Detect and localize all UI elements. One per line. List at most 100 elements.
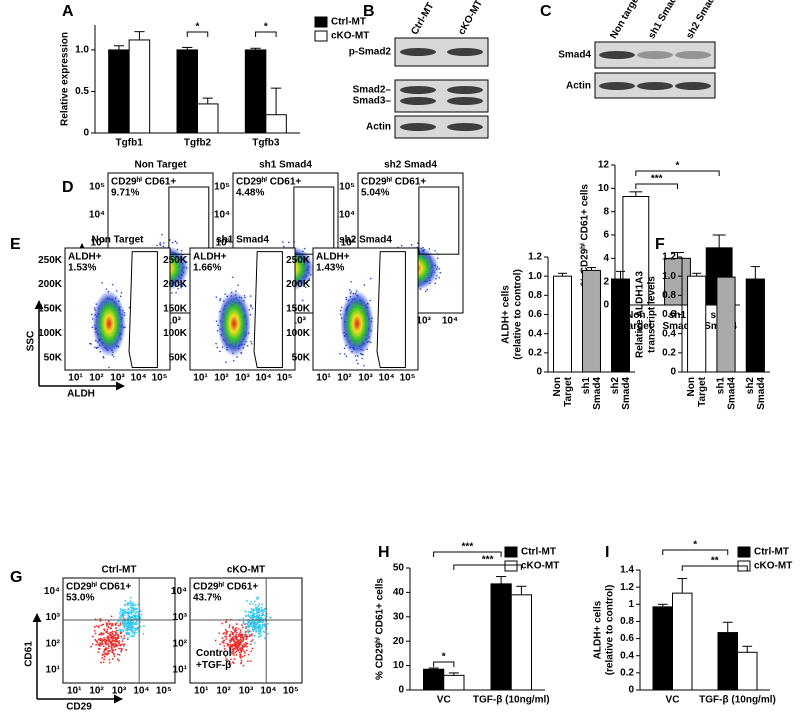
flow-dot <box>245 641 247 644</box>
y-tick-label: 1.2 <box>662 252 676 263</box>
bar <box>687 275 707 373</box>
flow-title: Non Target <box>91 235 144 246</box>
y-tick-label: 0.5 <box>75 86 89 97</box>
flow-dot <box>123 604 126 607</box>
flow-dot <box>221 622 224 625</box>
flow-dot <box>122 630 125 632</box>
flow-dot <box>361 357 363 360</box>
flow-dot <box>101 639 104 642</box>
flow-dot <box>120 635 123 638</box>
flow-dot <box>228 644 230 646</box>
flow-dot <box>249 660 252 662</box>
flow-dot <box>250 625 253 627</box>
flow-dot <box>263 623 266 626</box>
flow-dot <box>224 659 227 662</box>
flow-dot <box>221 637 224 639</box>
flow-dot <box>251 647 254 650</box>
x-tick-label: 10¹ <box>193 373 208 384</box>
flow-dot <box>235 629 238 632</box>
flow-dot <box>120 650 123 653</box>
flow-dot <box>132 635 135 638</box>
flow-dot <box>115 290 118 292</box>
y-tick-label: 150K <box>286 304 311 315</box>
sig-label: *** <box>482 555 494 566</box>
gate <box>168 186 210 255</box>
flow-dot <box>242 617 245 620</box>
y-tick-label: 250K <box>286 255 311 266</box>
blot-band <box>599 82 635 90</box>
y-axis-label: transcript levels <box>647 276 658 353</box>
flow-dot <box>262 608 264 611</box>
flow-dot <box>111 658 114 660</box>
bar <box>423 668 445 691</box>
flow-dot <box>260 617 263 620</box>
flow-dot <box>260 614 263 617</box>
flow-dot <box>237 643 240 646</box>
flow-density <box>92 290 126 357</box>
y-tick-label: 10⁴ <box>339 210 355 221</box>
blot-band <box>447 123 483 131</box>
gate-label: CD29ʰⁱ CD61+ <box>111 176 176 188</box>
y-axis-label: % CD29ʰⁱ CD61+ cells <box>579 184 591 286</box>
flow-dot <box>128 611 130 614</box>
flow-dot <box>215 320 218 322</box>
flow-dot <box>139 617 142 620</box>
flow-dot <box>136 626 139 629</box>
sig-bracket <box>186 31 209 37</box>
flow-dot <box>117 629 120 632</box>
flow-dot <box>253 641 256 644</box>
flow-dot <box>116 653 119 656</box>
flow-dot <box>218 632 221 635</box>
y-tick-label: 10³ <box>173 612 188 623</box>
flow-dot <box>130 601 133 604</box>
flow-dot <box>94 346 96 349</box>
flow-dot <box>225 633 227 636</box>
x-tick-label: sh2 Smad4 <box>610 377 632 413</box>
flow-dot <box>245 622 248 625</box>
gate-percent: 5.04% <box>361 188 389 199</box>
flow-dot <box>253 600 256 603</box>
flow-dot <box>235 650 238 653</box>
flow-dot <box>128 628 131 631</box>
y-axis-label: (relative to control) <box>605 585 616 676</box>
flow-dot <box>230 658 232 661</box>
flow-dot <box>123 614 125 616</box>
flow-dot <box>350 291 352 293</box>
flow-dot <box>127 631 130 634</box>
y-axis-label: (relative to control) <box>513 269 524 360</box>
flow-dot <box>114 648 117 651</box>
flow-dot <box>254 624 257 627</box>
flow-dot <box>136 615 139 618</box>
y-axis-label: % CD29ʰⁱ CD61+ cells <box>374 578 386 680</box>
flow-dot <box>229 635 232 638</box>
flow-dot <box>176 242 178 244</box>
flow-dot <box>118 644 120 646</box>
flow-dot <box>229 641 232 643</box>
bar <box>737 651 758 691</box>
flow-dot <box>107 626 110 629</box>
blot-band <box>400 48 436 56</box>
flow-dot <box>122 616 125 619</box>
lane-label: sh2 Smad4 <box>684 0 720 41</box>
flow-dot <box>258 603 261 606</box>
flow-dot <box>119 608 122 611</box>
flow-dot <box>131 621 134 624</box>
flow-dot <box>105 648 108 651</box>
flow-dot <box>170 292 173 294</box>
flow-dot <box>234 630 237 633</box>
flow-dot <box>114 634 117 637</box>
flow-dot <box>233 658 236 660</box>
flow-dot <box>229 648 232 651</box>
sig-bracket <box>453 564 522 570</box>
flow-dot <box>348 289 351 291</box>
flow-dot <box>98 643 101 646</box>
flow-dot <box>132 614 135 617</box>
flow-dot <box>108 640 111 642</box>
gate-percent: 53.0% <box>66 593 94 604</box>
legend-swatch <box>737 546 751 558</box>
y-axis-label: ALDH+ cells <box>593 600 604 659</box>
flow-dot <box>123 625 126 628</box>
blot-band <box>637 51 673 59</box>
flow-dot <box>251 629 254 632</box>
